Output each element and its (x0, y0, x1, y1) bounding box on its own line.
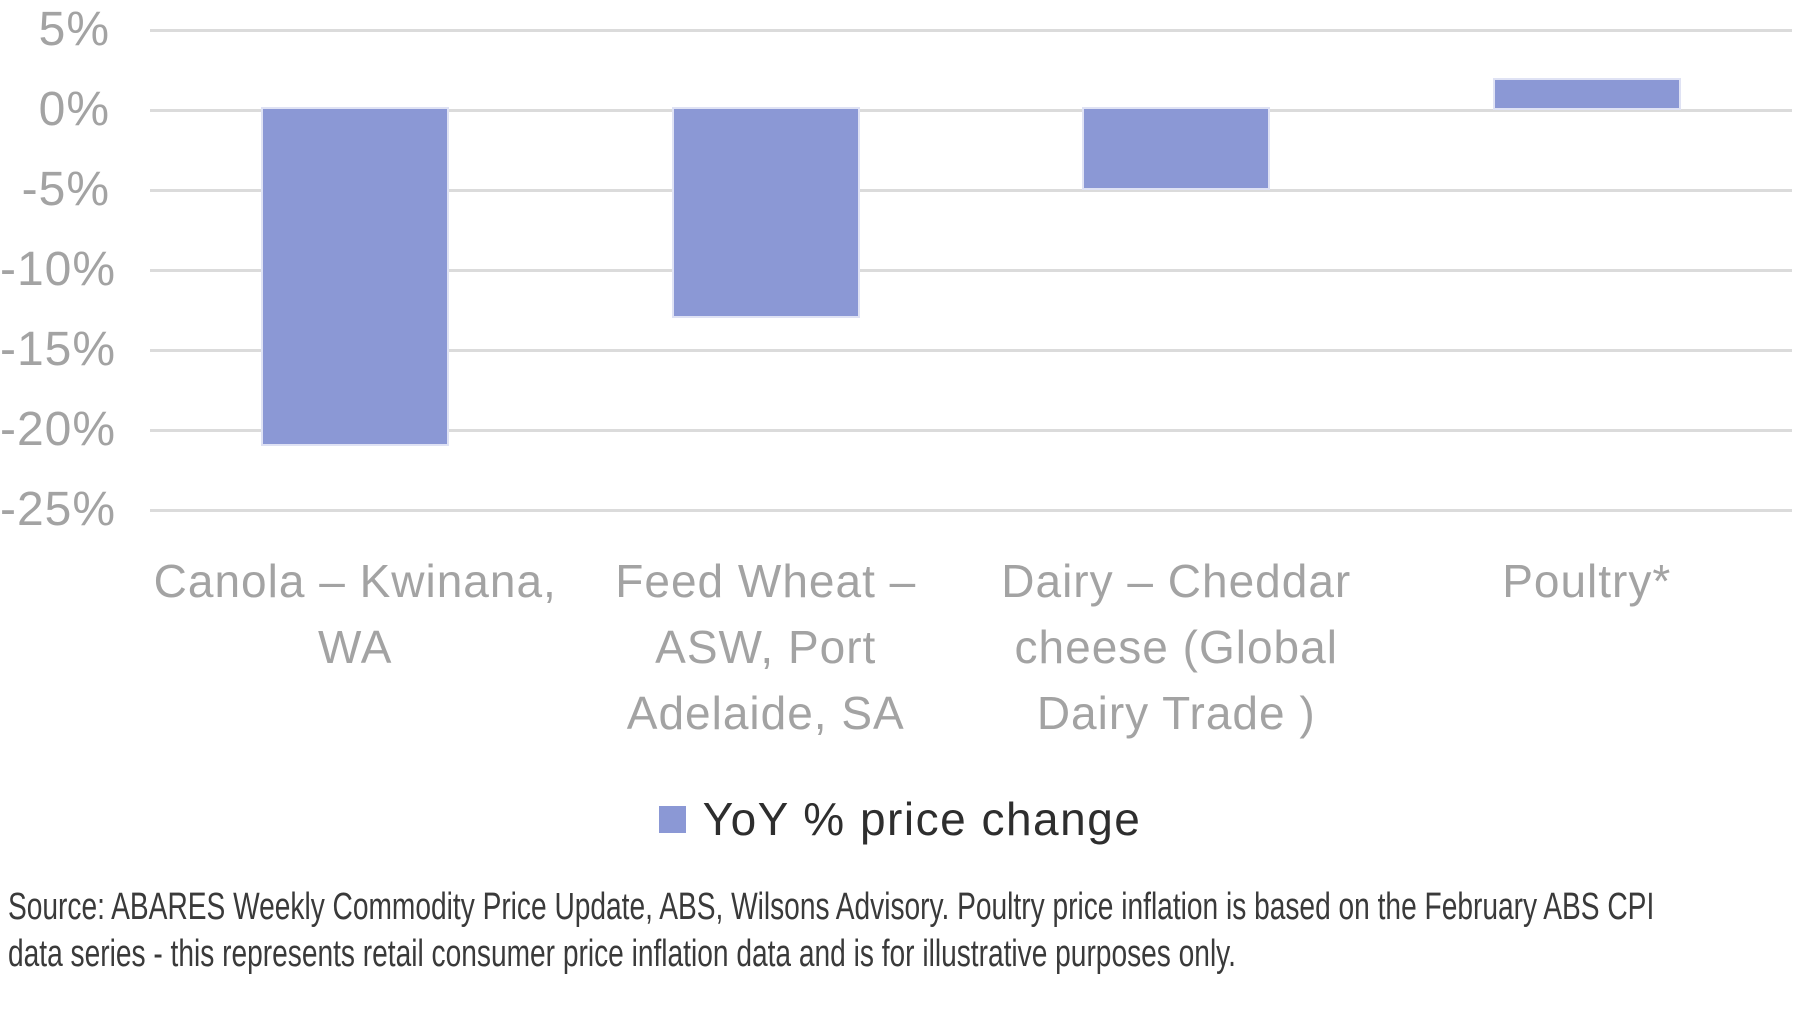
gridline (150, 188, 1792, 192)
category-label: Poultry* (1382, 548, 1793, 614)
category-label-line: ASW, Port (655, 621, 877, 673)
bar (1082, 107, 1271, 190)
category-label-line: Dairy – Cheddar (1001, 555, 1352, 607)
y-axis-tick-label: -5% (21, 163, 110, 216)
category-label-line: cheese (Global (1014, 621, 1338, 673)
y-axis-tick-label: -25% (0, 483, 117, 536)
category-label-line: Poultry* (1502, 555, 1672, 607)
category-label-line: Feed Wheat – (615, 555, 917, 607)
gridline (150, 108, 1792, 112)
category-label-line: WA (318, 621, 393, 673)
y-axis-tick-label: -20% (0, 403, 117, 456)
gridline (150, 348, 1792, 352)
bar (261, 107, 450, 446)
category-label-line: Adelaide, SA (626, 687, 905, 739)
legend-color-swatch (658, 805, 686, 833)
gridline (150, 28, 1792, 32)
category-label: Canola – Kwinana, WA (150, 548, 561, 680)
category-label-line: Dairy Trade ) (1036, 687, 1316, 739)
gridline (150, 508, 1792, 512)
footnote: Source: ABARES Weekly Commodity Price Up… (8, 884, 1654, 978)
y-axis-tick-label: 0% (38, 83, 110, 136)
gridline (150, 268, 1792, 272)
gridline (150, 428, 1792, 432)
legend: YoY % price change (0, 792, 1800, 846)
category-label: Feed Wheat – ASW, Port Adelaide, SA (561, 548, 972, 746)
footnote-line: Source: ABARES Weekly Commodity Price Up… (8, 886, 1655, 928)
bar (671, 107, 860, 318)
bar (1492, 78, 1681, 110)
legend-label: YoY % price change (702, 793, 1142, 845)
footnote-line: data series - this represents retail con… (8, 933, 1236, 975)
y-axis-tick-label: -15% (0, 323, 117, 376)
y-axis-tick-label: 5% (38, 3, 110, 56)
category-label: Dairy – Cheddar cheese (Global Dairy Trade… (971, 548, 1382, 746)
y-axis-tick-label: -10% (0, 243, 117, 296)
category-label-line: Canola – Kwinana, (153, 555, 557, 607)
